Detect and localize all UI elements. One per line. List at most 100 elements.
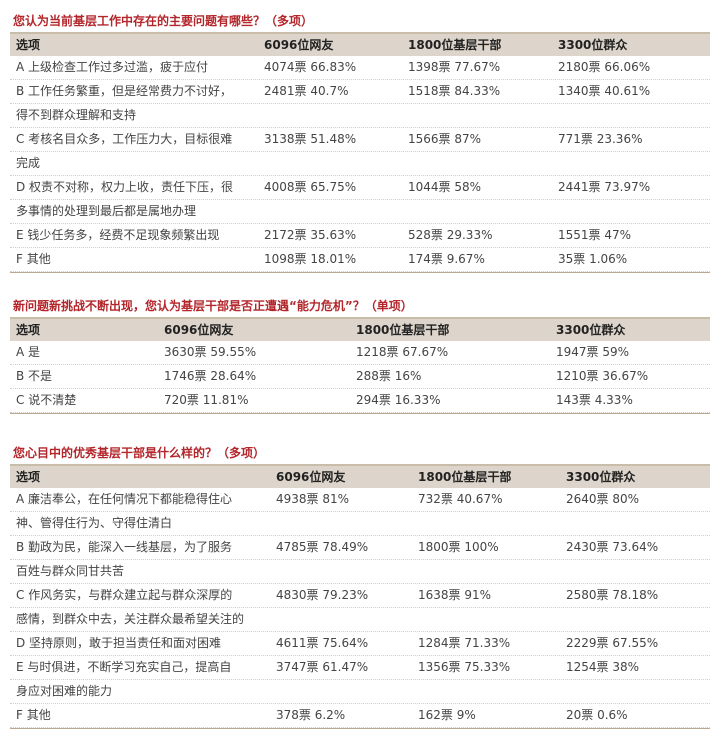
row-line: F 其他 1098票 18.01% 174票 9.67% 35票 1.06% — [10, 248, 710, 272]
table-row: F 其他 378票 6.2% 162票 9% 20票 0.6% — [10, 704, 710, 728]
option-text: B 工作任务繁重，但是经常费力不讨好， — [16, 84, 233, 98]
netizens-votes: 4938票 81% — [276, 492, 350, 506]
option-text: B 勤政为民，能深入一线基层，为了服务 — [16, 540, 233, 554]
table-row: A 廉洁奉公，在任何情况下都能稳得住心 4938票 81% 732票 40.67% 2… — [10, 488, 710, 536]
row-line: B 勤政为民，能深入一线基层，为了服务 4785票 78.49% 1800票 100… — [10, 536, 710, 560]
option-text: F 其他 — [16, 252, 51, 266]
table-row: C 作风务实，与群众建立起与群众深厚的 4830票 79.23% 1638票 91%… — [10, 584, 710, 632]
cadres-votes: 1800票 100% — [418, 540, 499, 554]
survey-table: 选项 6096位网友 1800位基层干部 3300位群众 A 上级检查工作过多过… — [10, 32, 710, 273]
table-row: F 其他 1098票 18.01% 174票 9.67% 35票 1.06% — [10, 248, 710, 272]
cadres-votes: 732票 40.67% — [418, 492, 503, 506]
row-line: D 权责不对称，权力上收，责任下压，很 4008票 65.75% 1044票 58%… — [10, 176, 710, 200]
row-line: 身应对困难的能力 — [10, 680, 710, 704]
netizens-votes: 1746票 28.64% — [164, 369, 257, 383]
option-text: 得不到群众理解和支持 — [16, 108, 137, 122]
table-row: C 考核名目众多，工作压力大，目标很难 3138票 51.48% 1566票 87%… — [10, 128, 710, 176]
row-line: 神、管得住行为、守得住清白 — [10, 512, 710, 536]
table-row: C 说不清楚 720票 11.81% 294票 16.33% 143票 4.33% — [10, 389, 710, 413]
row-line: A 廉洁奉公，在任何情况下都能稳得住心 4938票 81% 732票 40.67% 2… — [10, 488, 710, 512]
netizens-votes: 4830票 79.23% — [276, 588, 369, 602]
table-row: B 工作任务繁重，但是经常费力不讨好， 2481票 40.7% 1518票 84.3… — [10, 80, 710, 128]
table-row: A 上级检查工作过多过滥，疲于应付 4074票 66.83% 1398票 77.67… — [10, 56, 710, 80]
public-votes: 143票 4.33% — [556, 393, 633, 407]
option-text: 多事情的处理到最后都是属地办理 — [16, 204, 197, 218]
row-line: A 是 3630票 59.55% 1218票 67.67% 1947票 59% — [10, 341, 710, 365]
public-votes: 1254票 38% — [566, 660, 640, 674]
cadres-votes: 294票 16.33% — [356, 393, 441, 407]
row-line: F 其他 378票 6.2% 162票 9% 20票 0.6% — [10, 704, 710, 728]
public-votes: 1947票 59% — [556, 345, 630, 359]
row-line: A 上级检查工作过多过滥，疲于应付 4074票 66.83% 1398票 77.67… — [10, 56, 710, 80]
netizens-votes: 3138票 51.48% — [264, 132, 357, 146]
row-line: 百姓与群众同甘共苦 — [10, 560, 710, 584]
public-votes: 1210票 36.67% — [556, 369, 649, 383]
header-option: 选项 — [16, 470, 41, 484]
survey-section-1: 您认为当前基层工作中存在的主要问题有哪些？（多项） 选项 6096位网友 180… — [10, 10, 710, 273]
cadres-votes: 1638票 91% — [418, 588, 492, 602]
table-header: 选项 6096位网友 1800位基层干部 3300位群众 — [10, 32, 710, 56]
section-title: 您心目中的优秀基层干部是什么样的？（多项） — [13, 446, 266, 460]
header-public: 3300位群众 — [556, 323, 626, 337]
row-line: B 工作任务繁重，但是经常费力不讨好， 2481票 40.7% 1518票 84.3… — [10, 80, 710, 104]
option-text: 身应对困难的能力 — [16, 684, 113, 698]
option-text: F 其他 — [16, 708, 51, 722]
public-votes: 1340票 40.61% — [558, 84, 651, 98]
row-line: B 不是 1746票 28.64% 288票 16% 1210票 36.67% — [10, 365, 710, 389]
cadres-votes: 528票 29.33% — [408, 228, 493, 242]
option-text: E 钱少任务多，经费不足现象频繁出现 — [16, 228, 220, 242]
cadres-votes: 1398票 77.67% — [408, 60, 501, 74]
cadres-votes: 1356票 75.33% — [418, 660, 511, 674]
cadres-votes: 1284票 71.33% — [418, 636, 511, 650]
netizens-votes: 3747票 61.47% — [276, 660, 369, 674]
row-line: 得不到群众理解和支持 — [10, 104, 710, 128]
public-votes: 2430票 73.64% — [566, 540, 659, 554]
public-votes: 2180票 66.06% — [558, 60, 651, 74]
header-option: 选项 — [16, 38, 41, 52]
section-title: 新问题新挑战不断出现，您认为基层干部是否正遭遇“能力危机”？（单项） — [13, 299, 413, 313]
header-option: 选项 — [16, 323, 41, 337]
public-votes: 35票 1.06% — [558, 252, 628, 266]
public-votes: 2580票 78.18% — [566, 588, 659, 602]
cadres-votes: 1044票 58% — [408, 180, 482, 194]
table-row: D 权责不对称，权力上收，责任下压，很 4008票 65.75% 1044票 58%… — [10, 176, 710, 224]
table-row: D 坚持原则，敢于担当责任和面对困难 4611票 75.64% 1284票 71.3… — [10, 632, 710, 656]
option-text: D 坚持原则，敢于担当责任和面对困难 — [16, 636, 222, 650]
option-text: C 考核名目众多，工作压力大，目标很难 — [16, 132, 233, 146]
header-cadres: 1800位基层干部 — [418, 470, 512, 484]
netizens-votes: 2481票 40.7% — [264, 84, 349, 98]
table-header: 选项 6096位网友 1800位基层干部 3300位群众 — [10, 464, 710, 488]
public-votes: 2229票 67.55% — [566, 636, 659, 650]
option-text: E 与时俱进，不断学习充实自己，提高自 — [16, 660, 232, 674]
option-text: 神、管得住行为、守得住清白 — [16, 516, 173, 530]
survey-section-3: 您心目中的优秀基层干部是什么样的？（多项） 选项 6096位网友 1800位基层… — [10, 442, 710, 729]
section-title: 您认为当前基层工作中存在的主要问题有哪些？（多项） — [13, 14, 314, 28]
header-public: 3300位群众 — [558, 38, 628, 52]
cadres-votes: 162票 9% — [418, 708, 476, 722]
row-line: E 与时俱进，不断学习充实自己，提高自 3747票 61.47% 1356票 75.… — [10, 656, 710, 680]
option-text: 百姓与群众同甘共苦 — [16, 564, 125, 578]
option-text: D 权责不对称，权力上收，责任下压，很 — [16, 180, 234, 194]
option-text: A 是 — [16, 345, 41, 359]
public-votes: 1551票 47% — [558, 228, 632, 242]
cadres-votes: 1218票 67.67% — [356, 345, 449, 359]
option-text: C 说不清楚 — [16, 393, 77, 407]
row-line: C 考核名目众多，工作压力大，目标很难 3138票 51.48% 1566票 87%… — [10, 128, 710, 152]
public-votes: 2441票 73.97% — [558, 180, 651, 194]
survey-table: 选项 6096位网友 1800位基层干部 3300位群众 A 廉洁奉公，在任何情… — [10, 464, 710, 729]
row-line: D 坚持原则，敢于担当责任和面对困难 4611票 75.64% 1284票 71.3… — [10, 632, 710, 656]
netizens-votes: 3630票 59.55% — [164, 345, 257, 359]
table-row: A 是 3630票 59.55% 1218票 67.67% 1947票 59% — [10, 341, 710, 365]
header-cadres: 1800位基层干部 — [356, 323, 450, 337]
netizens-votes: 4074票 66.83% — [264, 60, 357, 74]
table-row: E 与时俱进，不断学习充实自己，提高自 3747票 61.47% 1356票 75.… — [10, 656, 710, 704]
netizens-votes: 4611票 75.64% — [276, 636, 369, 650]
cadres-votes: 1518票 84.33% — [408, 84, 501, 98]
public-votes: 2640票 80% — [566, 492, 640, 506]
cadres-votes: 1566票 87% — [408, 132, 482, 146]
row-line: 完成 — [10, 152, 710, 176]
option-text: A 廉洁奉公，在任何情况下都能稳得住心 — [16, 492, 233, 506]
public-votes: 20票 0.6% — [566, 708, 628, 722]
option-text: A 上级检查工作过多过滥，疲于应付 — [16, 60, 209, 74]
option-text: B 不是 — [16, 369, 53, 383]
